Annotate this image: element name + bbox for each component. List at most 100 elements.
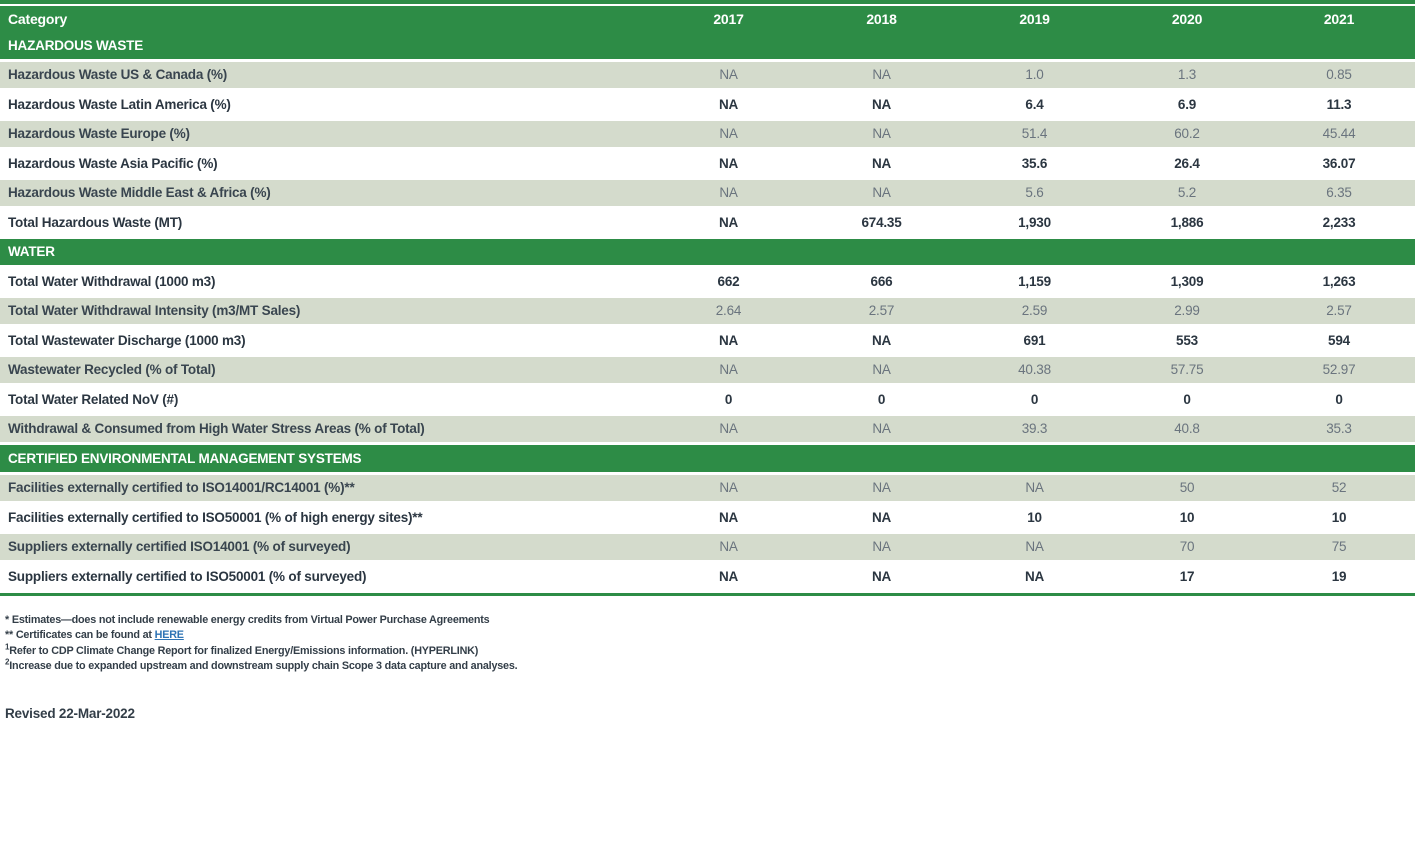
cell-value-2017: NA	[719, 539, 738, 555]
cell-value-2017: NA	[718, 332, 739, 348]
table-bottom-border	[0, 592, 1415, 596]
cell-value-2019: 1.0	[1025, 67, 1044, 83]
cell-value-2018: NA	[871, 568, 892, 584]
table-row: Withdrawal & Consumed from High Water St…	[0, 415, 1415, 442]
cell-value-2020: 5.2	[1177, 185, 1197, 201]
cell-value-2020: 0	[1183, 391, 1191, 407]
cell-value-2018: NA	[872, 362, 891, 378]
section-header-hazardous-waste: HAZARDOUS WASTE	[0, 32, 1415, 59]
cell-value-2019: 1,159	[1018, 273, 1051, 289]
row-label: Total Hazardous Waste (MT)	[8, 214, 183, 230]
cell-value-2018: NA	[871, 96, 892, 112]
footnote-text: Refer to CDP Climate Change Report for f…	[9, 644, 479, 657]
cell-value-2020: 1,886	[1170, 214, 1204, 230]
row-label: Hazardous Waste US & Canada (%)	[8, 67, 228, 83]
cell-value-2017: NA	[718, 155, 739, 171]
cell-value-2017: NA	[719, 480, 738, 496]
footnote-marker: **	[5, 629, 16, 642]
cell-value-2019: NA	[1025, 539, 1044, 555]
table-row: Wastewater Recycled (% of Total) NA NA 40.3…	[0, 356, 1415, 383]
cell-value-2019: NA	[1024, 568, 1045, 584]
cell-value-2020: 2.99	[1174, 303, 1200, 319]
cell-value-2021: 45.44	[1322, 126, 1356, 142]
cell-value-2020: 1.3	[1177, 67, 1197, 83]
cell-value-2019: NA	[1025, 480, 1044, 496]
cell-value-2017: NA	[718, 509, 739, 525]
cell-value-2018: 2.57	[868, 303, 895, 319]
row-label: Hazardous Waste Asia Pacific (%)	[8, 155, 218, 171]
cell-value-2019: 1,930	[1018, 214, 1051, 230]
cell-value-2021: 0	[1335, 391, 1343, 407]
table-row: Suppliers externally certified to ISO500…	[0, 563, 1415, 590]
table-row: Total Wastewater Discharge (1000 m3) NA NA…	[0, 327, 1415, 354]
cell-value-2021: 0.85	[1326, 67, 1352, 83]
footnote-marker: *	[5, 613, 12, 626]
row-label: Wastewater Recycled (% of Total)	[8, 362, 216, 378]
cell-value-2018: NA	[872, 480, 891, 496]
cell-value-2020: 1,309	[1170, 273, 1204, 289]
table-row: Hazardous Waste Latin America (%) NA NA 6.4…	[0, 91, 1415, 118]
column-header-2021: 2021	[1323, 11, 1355, 27]
cell-value-2017: NA	[718, 96, 739, 112]
footnote-text: Estimates—does not include renewable ene…	[11, 613, 490, 626]
cell-value-2018: NA	[872, 185, 891, 201]
cell-value-2018: NA	[872, 126, 891, 142]
table-body: HAZARDOUS WASTE Hazardous Waste US & Cana…	[0, 32, 1415, 590]
footnotes: * Estimates—does not include renewable e…	[5, 613, 1417, 675]
revised-date: Revised 22-Mar-2022	[5, 705, 135, 721]
cell-value-2019: 0	[1030, 391, 1039, 407]
table-row: Hazardous Waste Middle East & Africa (%)…	[0, 179, 1415, 206]
cell-value-2021: 36.07	[1322, 155, 1356, 171]
cell-value-2021: 11.3	[1326, 96, 1352, 112]
cell-value-2019: 10	[1027, 509, 1042, 525]
footnote-text: Increase due to expanded upstream and do…	[9, 660, 518, 673]
row-label: Total Water Related NoV (#)	[8, 391, 179, 407]
cell-value-2021: 52	[1331, 480, 1347, 496]
column-header-2019: 2019	[1019, 11, 1050, 27]
cell-value-2021: 10	[1331, 509, 1347, 525]
cell-value-2019: 39.3	[1021, 421, 1048, 437]
cell-value-2021: 75	[1331, 539, 1347, 555]
cell-value-2017: NA	[719, 362, 738, 378]
section-header-water: WATER	[0, 238, 1415, 265]
footnote-text: Certificates can be found at	[15, 629, 155, 642]
footnote-link[interactable]: HERE	[154, 629, 184, 642]
cell-value-2021: 35.3	[1326, 421, 1352, 437]
cell-value-2018: 674.35	[861, 214, 902, 230]
cell-value-2019: 5.6	[1025, 185, 1044, 201]
cell-value-2018: 0	[877, 391, 886, 407]
row-label: Facilities externally certified to ISO50…	[8, 509, 423, 525]
cell-value-2021: 1,263	[1322, 273, 1356, 289]
cell-value-2019: 2.59	[1021, 303, 1048, 319]
cell-value-2018: NA	[872, 67, 891, 83]
cell-value-2017: 2.64	[715, 303, 742, 319]
table-row: Total Water Related NoV (#) 0 0 0 0 0	[0, 386, 1415, 413]
cell-value-2017: NA	[719, 421, 738, 437]
section-header-certified-environmental-management-systems: CERTIFIED ENVIRONMENTAL MANAGEMENT SYSTE…	[0, 445, 1415, 472]
cell-value-2018: NA	[872, 539, 891, 555]
row-label: Suppliers externally certified ISO14001 …	[8, 539, 351, 555]
cell-value-2020: 26.4	[1174, 155, 1200, 171]
cell-value-2019: 6.4	[1025, 96, 1044, 112]
cell-value-2020: 70	[1179, 539, 1195, 555]
cell-value-2021: 19	[1331, 568, 1347, 584]
table-row: Total Hazardous Waste (MT) NA 674.35 1,930 1…	[0, 209, 1415, 236]
cell-value-2019: 691	[1023, 332, 1046, 348]
cell-value-2017: 0	[724, 391, 733, 407]
cell-value-2018: NA	[871, 155, 892, 171]
section-title: WATER	[8, 244, 55, 260]
row-label: Hazardous Waste Latin America (%)	[8, 96, 231, 112]
esg-environmental-table: Category 2017 2018 2019 2020 2021 HAZARD…	[0, 0, 1415, 596]
cell-value-2020: 57.75	[1170, 362, 1204, 378]
cell-value-2019: 40.38	[1018, 362, 1051, 378]
row-label: Facilities externally certified to ISO14…	[8, 480, 355, 496]
footnote-marker: 1	[5, 642, 10, 652]
cell-value-2017: NA	[718, 568, 739, 584]
table-header-row: Category 2017 2018 2019 2020 2021	[0, 6, 1415, 32]
cell-value-2020: 553	[1176, 332, 1198, 348]
cell-value-2018: NA	[872, 421, 891, 437]
cell-value-2017: NA	[719, 67, 738, 83]
row-label: Total Water Withdrawal Intensity (m3/MT …	[8, 303, 301, 319]
column-header-2017: 2017	[713, 11, 744, 27]
footnote-line: 2Increase due to expanded upstream and d…	[5, 658, 1417, 675]
